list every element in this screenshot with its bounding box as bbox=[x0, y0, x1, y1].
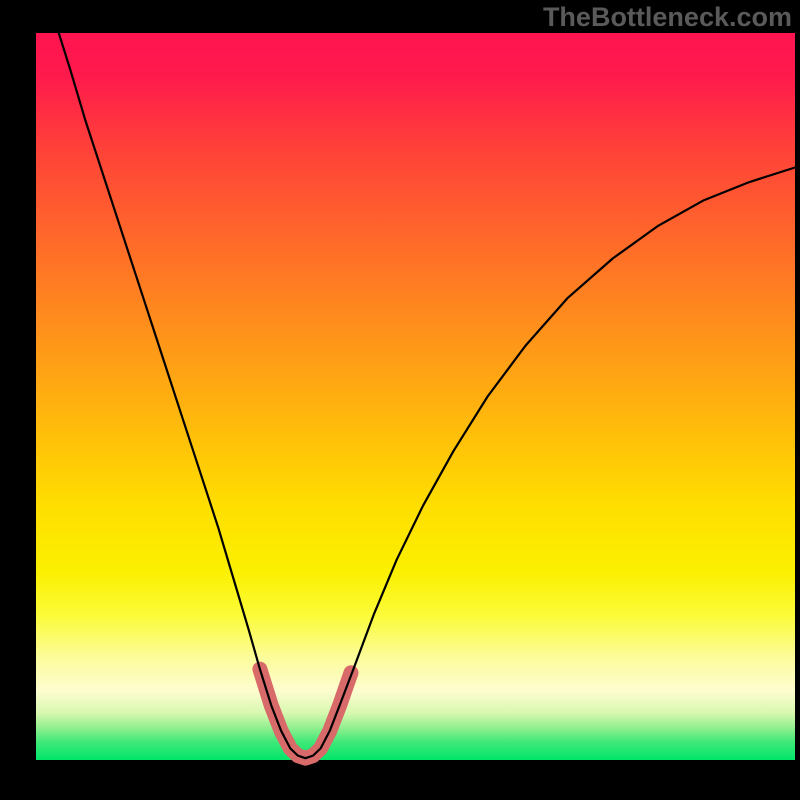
plot-svg bbox=[36, 33, 795, 760]
chart-stage: TheBottleneck.com bbox=[0, 0, 800, 800]
watermark-text: TheBottleneck.com bbox=[543, 2, 792, 33]
bottleneck-curve bbox=[59, 33, 795, 758]
plot-frame bbox=[36, 33, 795, 760]
